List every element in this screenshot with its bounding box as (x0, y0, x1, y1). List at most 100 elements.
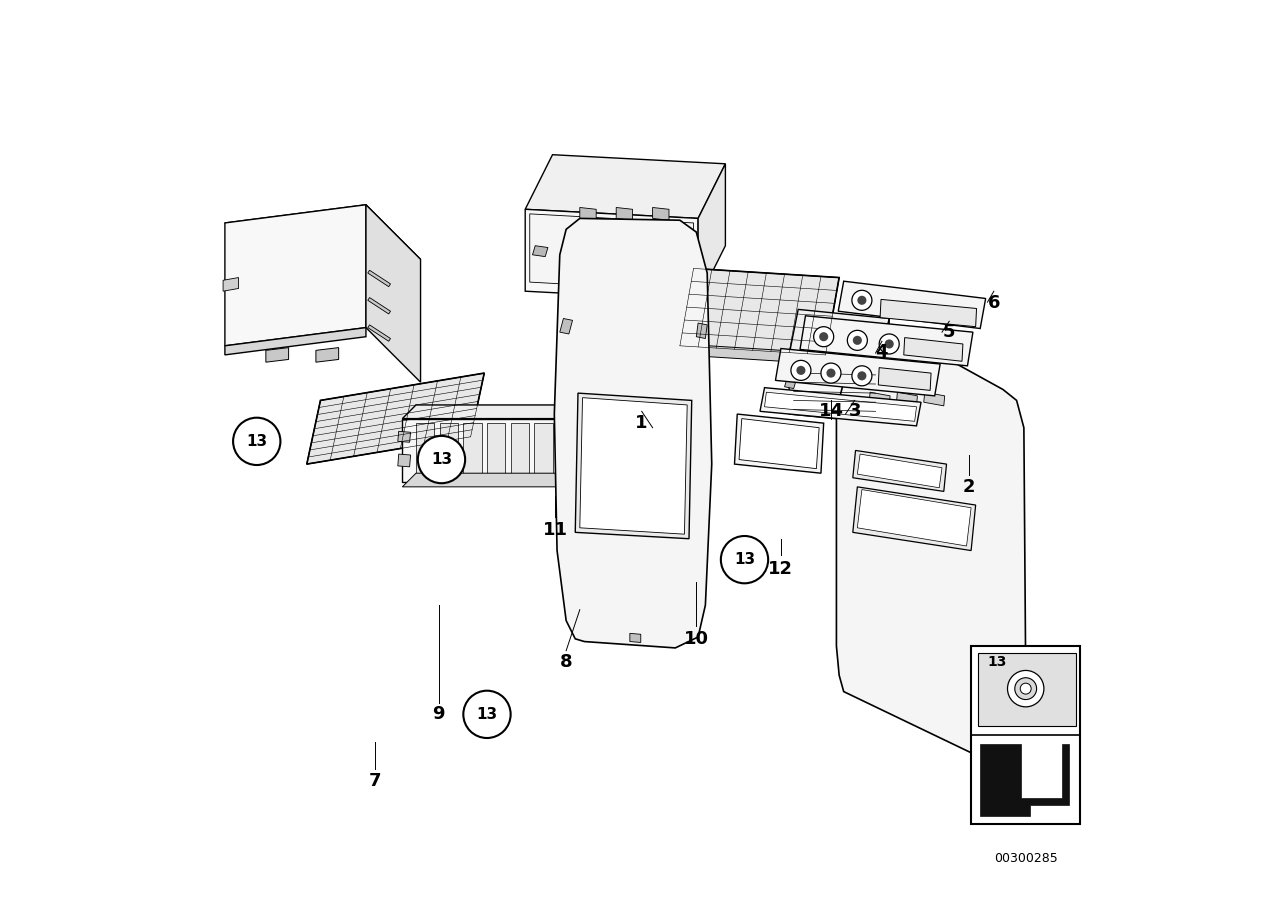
Text: 3: 3 (848, 402, 861, 420)
Polygon shape (857, 490, 972, 546)
Polygon shape (525, 155, 726, 218)
Polygon shape (368, 298, 390, 314)
Polygon shape (981, 744, 1069, 816)
Text: 8: 8 (560, 653, 573, 672)
Polygon shape (368, 325, 390, 341)
Polygon shape (403, 419, 566, 482)
Circle shape (879, 334, 900, 354)
Text: 12: 12 (768, 560, 793, 578)
Circle shape (847, 330, 867, 350)
Text: 10: 10 (683, 630, 709, 648)
Circle shape (857, 371, 866, 380)
Circle shape (463, 691, 511, 738)
Polygon shape (416, 423, 434, 478)
Polygon shape (761, 388, 921, 426)
Polygon shape (789, 355, 880, 423)
Circle shape (852, 290, 871, 310)
Circle shape (884, 339, 893, 349)
Polygon shape (680, 268, 839, 355)
Polygon shape (486, 423, 506, 478)
Polygon shape (880, 299, 977, 327)
Circle shape (826, 369, 835, 378)
Polygon shape (903, 338, 963, 361)
Polygon shape (629, 633, 641, 642)
Polygon shape (838, 281, 986, 329)
Bar (972, 646, 1080, 824)
Polygon shape (776, 349, 941, 396)
Text: 11: 11 (543, 521, 568, 539)
Circle shape (1014, 678, 1036, 700)
Circle shape (821, 363, 840, 383)
Circle shape (797, 366, 806, 375)
Polygon shape (880, 318, 889, 423)
Text: 13: 13 (476, 707, 498, 722)
Polygon shape (315, 348, 338, 362)
Circle shape (853, 336, 862, 345)
Text: 1: 1 (636, 414, 647, 432)
Circle shape (721, 536, 768, 583)
Polygon shape (1010, 659, 1022, 675)
Polygon shape (225, 205, 366, 346)
Polygon shape (440, 423, 458, 478)
Polygon shape (878, 368, 931, 390)
Polygon shape (566, 405, 580, 482)
Polygon shape (653, 207, 669, 220)
Circle shape (1021, 683, 1031, 694)
Text: 7: 7 (369, 772, 381, 790)
Polygon shape (368, 270, 390, 287)
Text: 13: 13 (246, 434, 268, 449)
Circle shape (857, 296, 866, 305)
Polygon shape (978, 653, 1076, 726)
Circle shape (792, 360, 811, 380)
Circle shape (233, 418, 281, 465)
Polygon shape (225, 328, 366, 355)
Polygon shape (463, 423, 481, 478)
Circle shape (813, 327, 834, 347)
Polygon shape (403, 473, 580, 487)
Circle shape (418, 436, 465, 483)
Polygon shape (924, 392, 945, 406)
Circle shape (1008, 671, 1044, 707)
Polygon shape (696, 323, 707, 339)
Text: 9: 9 (432, 705, 445, 723)
Polygon shape (580, 207, 596, 220)
Text: 13: 13 (431, 452, 452, 467)
Polygon shape (698, 164, 726, 300)
Text: 6: 6 (987, 294, 1000, 312)
Polygon shape (511, 423, 529, 478)
Polygon shape (403, 405, 580, 419)
Polygon shape (534, 423, 552, 478)
Polygon shape (398, 431, 411, 442)
Text: 2: 2 (963, 478, 976, 496)
Text: 00300285: 00300285 (994, 852, 1058, 864)
Polygon shape (853, 450, 946, 491)
Text: 13: 13 (734, 552, 755, 567)
Polygon shape (575, 393, 691, 539)
Polygon shape (837, 346, 1026, 757)
Text: 13: 13 (987, 655, 1006, 670)
Circle shape (852, 366, 871, 386)
Polygon shape (735, 414, 824, 473)
Polygon shape (530, 214, 694, 291)
Polygon shape (225, 205, 421, 278)
Polygon shape (785, 378, 797, 389)
Polygon shape (533, 246, 548, 257)
Polygon shape (680, 344, 825, 364)
Polygon shape (616, 207, 633, 220)
Polygon shape (801, 316, 973, 366)
Polygon shape (853, 487, 976, 551)
Polygon shape (525, 209, 698, 300)
Polygon shape (857, 454, 942, 488)
Polygon shape (560, 318, 573, 334)
Polygon shape (555, 218, 712, 648)
Polygon shape (398, 454, 411, 467)
Polygon shape (897, 392, 918, 406)
Polygon shape (764, 392, 916, 421)
Polygon shape (789, 309, 889, 364)
Text: 4: 4 (875, 343, 888, 361)
Polygon shape (266, 348, 288, 362)
Polygon shape (223, 278, 238, 291)
Text: 14: 14 (819, 402, 843, 420)
Text: 5: 5 (943, 323, 955, 341)
Polygon shape (580, 398, 687, 534)
